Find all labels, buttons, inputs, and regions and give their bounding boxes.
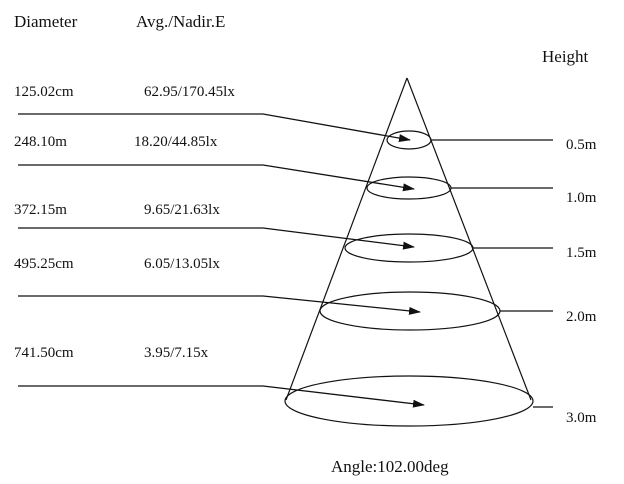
diameter-header: Diameter	[14, 12, 78, 31]
illuminance-value: 3.95/7.15x	[144, 345, 209, 361]
cross-sections	[284, 130, 534, 427]
leader-arrow	[18, 227, 415, 250]
cross-section-ellipse	[284, 375, 534, 427]
height-header: Height	[542, 47, 589, 66]
illuminance-value: 18.20/44.85lx	[134, 134, 218, 150]
leader-arrow	[18, 113, 411, 143]
cone-right-edge	[406, 77, 532, 401]
diameter-value: 248.10m	[14, 134, 67, 150]
height-lines	[431, 139, 553, 408]
leader-arrows	[18, 113, 425, 408]
height-label: 1.0m	[566, 190, 597, 206]
leader-arrow	[18, 164, 415, 192]
height-label: 1.5m	[566, 245, 597, 261]
height-label: 0.5m	[566, 137, 597, 153]
illuminance-value: 62.95/170.45lx	[144, 84, 235, 100]
diameter-value: 372.15m	[14, 202, 67, 218]
beam-cone	[285, 77, 532, 401]
leader-arrow	[18, 295, 421, 315]
beam-angle-label: Angle:102.00deg	[331, 457, 449, 476]
height-label: 2.0m	[566, 309, 597, 325]
diameter-value: 125.02cm	[14, 84, 74, 100]
illuminance-value: 9.65/21.63lx	[144, 202, 220, 218]
diameter-value: 495.25cm	[14, 256, 74, 272]
illuminance-header: Avg./Nadir.E	[136, 12, 225, 31]
leader-arrow	[18, 385, 425, 408]
diameter-value: 741.50cm	[14, 345, 74, 361]
cross-section-ellipse	[344, 233, 474, 263]
illuminance-value: 6.05/13.05lx	[144, 256, 220, 272]
height-label: 3.0m	[566, 410, 597, 426]
